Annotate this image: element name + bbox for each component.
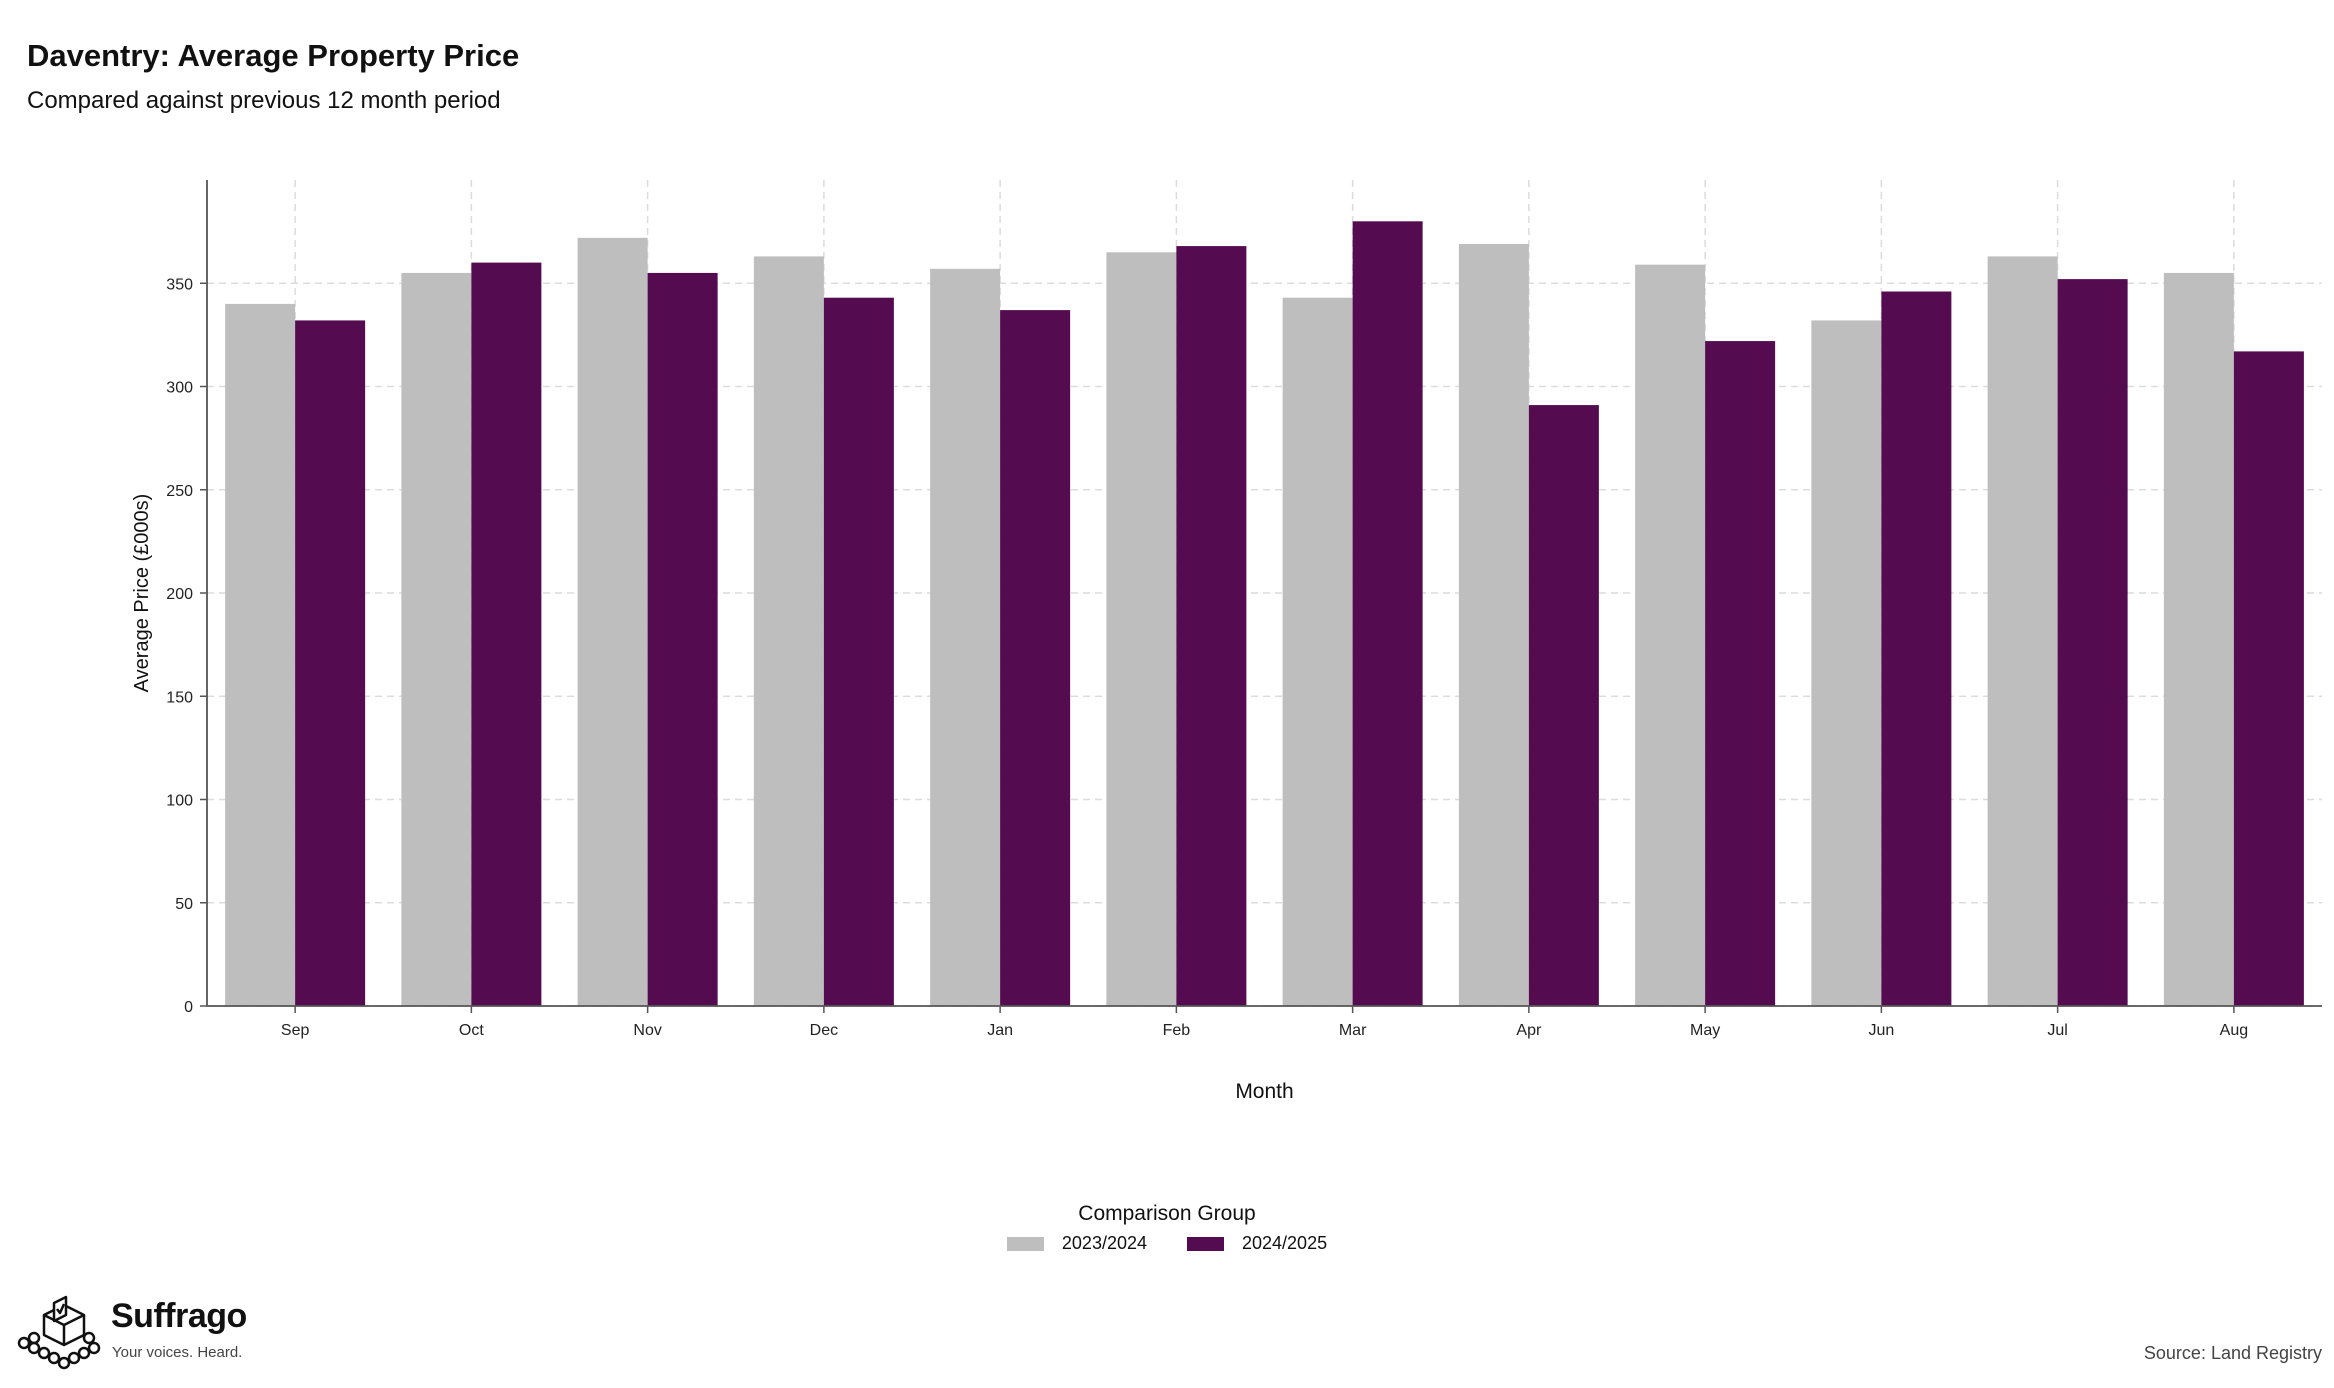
x-tick-label: Feb: [1163, 1022, 1191, 1039]
x-tick-label: Apr: [1516, 1022, 1542, 1039]
bar-2024-2025-jan: [1000, 310, 1071, 1007]
bar-2024-2025-dec: [823, 297, 894, 1007]
bar-2024-2025-oct: [471, 262, 542, 1007]
legend-swatch-2023-2024: [1006, 1236, 1044, 1251]
bar-2023-2024-dec: [753, 256, 824, 1006]
bar-2024-2025-may: [1705, 341, 1776, 1006]
ballot-box-icon: [17, 1295, 101, 1370]
x-tick-label: Jun: [1868, 1022, 1894, 1039]
y-axis-title: Average Price (£000s): [131, 494, 153, 693]
bar-2023-2024-jun: [1811, 320, 1882, 1006]
bar-2024-2025-sep: [295, 320, 366, 1006]
x-tick-label: Jul: [2047, 1022, 2067, 1039]
legend-label-2023-2024: 2023/2024: [1061, 1233, 1147, 1253]
bar-2023-2024-sep: [225, 303, 296, 1006]
legend-item-2024-2025: 2024/2025: [1187, 1233, 1327, 1254]
y-tick-label: 50: [175, 896, 193, 913]
x-tick-label: Sep: [281, 1022, 310, 1039]
bar-2023-2024-feb: [1106, 252, 1177, 1006]
x-tick-label: Nov: [633, 1022, 661, 1039]
y-tick-label: 100: [166, 793, 193, 810]
x-tick-label: Mar: [1339, 1022, 1367, 1039]
y-tick-label: 250: [166, 483, 193, 500]
x-tick-label: May: [1690, 1022, 1720, 1039]
bar-2023-2024-may: [1635, 264, 1706, 1006]
legend-title: Comparison Group: [1078, 1202, 1256, 1225]
brand-name: Suffrago: [111, 1297, 247, 1335]
bar-2024-2025-jul: [2057, 279, 2128, 1006]
chart-title: Daventry: Average Property Price: [27, 38, 520, 73]
y-tick-label: 0: [184, 999, 193, 1016]
legend-label-2024-2025: 2024/2025: [1242, 1233, 1328, 1253]
y-tick-label: 200: [166, 586, 193, 603]
bar-chart: 0 50 100 150 200 250 300 350 Sep Oct Nov Dec Jan Feb M…: [131, 180, 2322, 1103]
legend-swatch-2024-2025: [1187, 1236, 1224, 1251]
bar-2024-2025-feb: [1176, 246, 1247, 1006]
brand-tagline: Your voices. Heard.: [112, 1344, 243, 1361]
y-tick-label: 150: [166, 689, 193, 706]
x-tick-label: Dec: [810, 1022, 838, 1039]
bar-2024-2025-nov: [647, 272, 718, 1006]
legend: 2023/2024 2024/2025: [0, 1233, 2334, 1254]
x-tick-label: Oct: [459, 1022, 484, 1039]
x-tick-label: Aug: [2220, 1022, 2248, 1039]
bar-2023-2024-aug: [2163, 272, 2234, 1006]
source-note: Source: Land Registry: [2143, 1343, 2322, 1363]
bar-2023-2024-jul: [1987, 256, 2058, 1006]
x-axis-title: Month: [1235, 1080, 1293, 1103]
chart-subtitle: Compared against previous 12 month perio…: [27, 87, 501, 114]
bar-2023-2024-oct: [401, 272, 472, 1006]
bar-2023-2024-nov: [577, 237, 648, 1006]
bar-2024-2025-jun: [1881, 291, 1952, 1006]
legend-item-2023-2024: 2023/2024: [1006, 1233, 1147, 1254]
bar-2023-2024-apr: [1458, 244, 1529, 1006]
y-tick-label: 300: [166, 380, 193, 397]
y-tick-label: 350: [166, 276, 193, 293]
bar-2024-2025-mar: [1352, 221, 1423, 1007]
bar-2024-2025-aug: [2233, 351, 2304, 1006]
bar-2023-2024-mar: [1282, 297, 1353, 1007]
bar-2024-2025-apr: [1528, 405, 1599, 1007]
x-tick-label: Jan: [987, 1022, 1013, 1039]
bar-2023-2024-jan: [930, 268, 1001, 1006]
